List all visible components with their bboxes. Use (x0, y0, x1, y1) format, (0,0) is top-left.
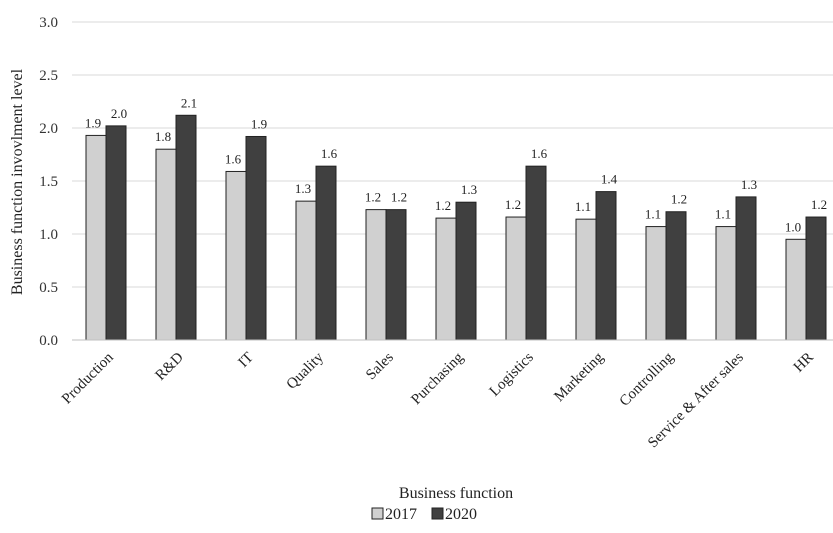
x-tick-label: Purchasing (408, 349, 467, 408)
data-label: 1.1 (715, 207, 731, 222)
bar-2020 (455, 201, 477, 341)
bar-2020 (735, 196, 757, 341)
data-label: 1.6 (321, 146, 338, 161)
data-label: 1.1 (645, 207, 661, 222)
data-label: 1.2 (435, 198, 451, 213)
x-tick-label: HR (791, 350, 817, 376)
data-label: 1.3 (741, 177, 757, 192)
y-tick-label: 1.0 (39, 227, 58, 243)
bar-2017 (785, 238, 807, 341)
data-label: 1.6 (225, 151, 242, 166)
bar-2020 (385, 209, 407, 341)
y-axis-title: Business function invovlment level (9, 68, 26, 295)
x-tick-label: Production (59, 349, 117, 407)
bar-2017 (505, 216, 527, 341)
x-tick-label: IT (235, 350, 256, 371)
y-tick-label: 2.0 (39, 121, 58, 137)
bar-2020 (175, 114, 197, 341)
data-label: 1.2 (505, 197, 521, 212)
bar-2017 (155, 148, 177, 341)
data-labels: 1.9 2.0 1.8 2.1 1.6 1.9 1.3 1.6 1.2 1.2 1.2 1.3 1.2 1… (85, 95, 827, 234)
y-tick-label: 0.0 (39, 333, 58, 349)
x-tick-label: Quality (284, 349, 327, 392)
legend-label-2017: 2017 (385, 506, 417, 523)
bar-2020 (245, 135, 267, 341)
legend-swatch-2017 (371, 507, 384, 520)
y-tick-label: 3.0 (39, 15, 58, 31)
bars (85, 114, 827, 341)
data-label: 1.2 (391, 190, 407, 205)
data-label: 1.9 (251, 116, 267, 131)
bar-2017 (435, 217, 457, 341)
data-label: 2.0 (111, 106, 127, 121)
x-tick-label: Marketing (551, 349, 607, 405)
y-tick-label: 1.5 (39, 174, 58, 190)
data-label: 1.2 (671, 192, 687, 207)
data-label: 1.2 (811, 197, 827, 212)
x-axis-title: Business function (399, 485, 513, 502)
data-label: 1.9 (85, 115, 101, 130)
x-tick-label: R&D (153, 349, 187, 383)
gridlines (72, 21, 833, 288)
bar-2020 (805, 216, 827, 341)
bar-2017 (645, 226, 667, 341)
data-label: 1.3 (461, 182, 477, 197)
data-label: 1.6 (531, 146, 548, 161)
data-label: 1.1 (575, 199, 591, 214)
y-tick-label: 2.5 (39, 68, 58, 84)
bar-2017 (575, 218, 597, 341)
x-tick-label: Logistics (487, 349, 537, 399)
x-tick-label: Controlling (617, 349, 678, 410)
bar-2017 (365, 209, 387, 341)
bar-2020 (315, 165, 337, 341)
legend-label-2020: 2020 (445, 506, 477, 523)
data-label: 1.3 (295, 181, 311, 196)
bar-2020 (665, 211, 687, 341)
bar-2017 (295, 200, 317, 341)
bar-2017 (85, 134, 107, 341)
data-label: 2.1 (181, 95, 197, 110)
y-tick-label: 0.5 (39, 280, 58, 296)
bar-2020 (525, 165, 547, 341)
bar-2017 (715, 226, 737, 341)
legend-swatch-2020 (431, 507, 444, 520)
x-tick-label: Sales (363, 349, 397, 383)
legend: 2017 2020 (371, 506, 477, 523)
data-label: 1.0 (785, 219, 801, 234)
bar-2020 (595, 191, 617, 341)
data-label: 1.4 (601, 172, 618, 187)
bar-2017 (225, 170, 247, 341)
data-label: 1.8 (155, 129, 171, 144)
bar-2020 (105, 125, 127, 341)
data-label: 1.2 (365, 190, 381, 205)
